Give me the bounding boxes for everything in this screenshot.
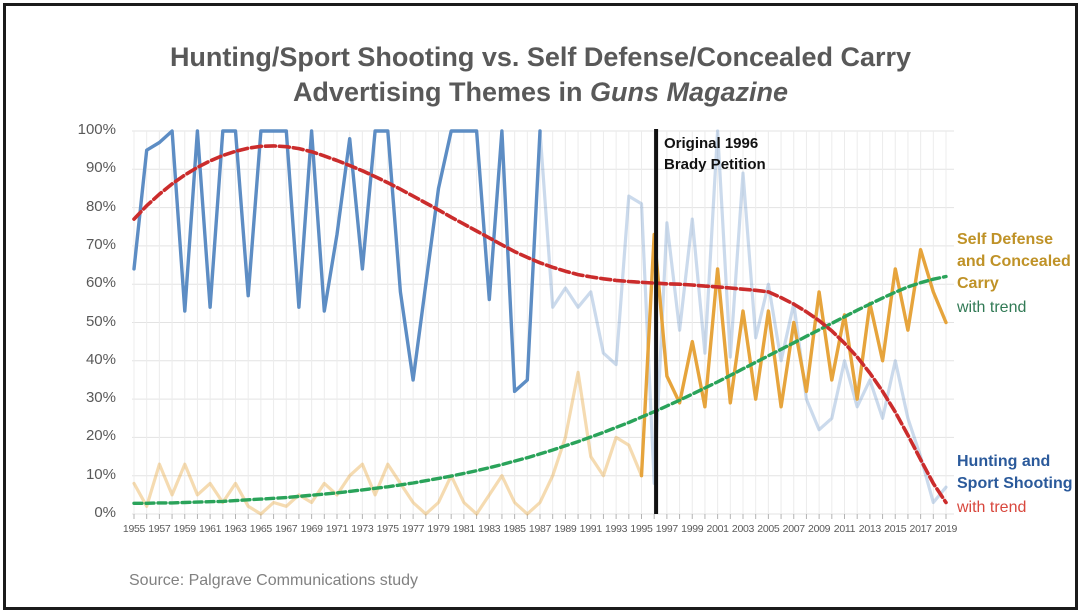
x-axis-tick-label: 1959 bbox=[173, 523, 196, 535]
legend-self-defense-label-1: Self Defense bbox=[957, 231, 1054, 248]
brady-annotation-line-2: Brady Petition bbox=[664, 156, 766, 173]
x-axis-tick-label: 2005 bbox=[757, 523, 780, 535]
legend-hunting-label-1: Hunting and bbox=[957, 453, 1051, 470]
x-axis-tick-label: 2011 bbox=[833, 523, 856, 535]
x-axis-tick-label: 2003 bbox=[731, 523, 755, 535]
x-axis-tick-label: 2013 bbox=[858, 523, 881, 535]
legend-self-defense-label-3: Carry bbox=[957, 275, 999, 292]
legend-self-defense: Self Defense and Concealed Carry with tr… bbox=[957, 229, 1079, 319]
x-axis-tick-label: 1981 bbox=[452, 523, 475, 535]
chart-title-magazine-name: Guns Magazine bbox=[590, 77, 789, 107]
y-axis-tick-label: 20% bbox=[85, 427, 116, 445]
hunting-trend-line bbox=[132, 144, 948, 505]
chart-title-line-1: Hunting/Sport Shooting vs. Self Defense/… bbox=[169, 42, 912, 72]
x-axis-tick-label: 1965 bbox=[249, 523, 272, 535]
x-axis-tick-label: 1985 bbox=[503, 523, 526, 535]
x-axis-tick-label: 1979 bbox=[427, 523, 450, 535]
x-axis-tick-label: 1967 bbox=[275, 523, 298, 535]
y-axis-tick-label: 50% bbox=[85, 312, 116, 330]
x-axis-tick-label: 2019 bbox=[934, 523, 958, 535]
selfdef-trend-line bbox=[132, 274, 948, 505]
brady-annotation-line-1: Original 1996 bbox=[664, 135, 759, 152]
legend-self-defense-trend-label: with trend bbox=[957, 299, 1027, 316]
chart-title-line-2-text: Advertising Themes in bbox=[292, 77, 591, 107]
x-axis-tick-label: 1997 bbox=[655, 523, 678, 535]
y-axis-tick-label: 90% bbox=[85, 159, 116, 177]
x-axis-tick-label: 1995 bbox=[630, 523, 653, 535]
y-axis-tick-label: 10% bbox=[85, 465, 116, 483]
x-axis-tick-label: 1989 bbox=[554, 523, 577, 535]
x-axis-tick-label: 1977 bbox=[402, 523, 425, 535]
hunting-series-line bbox=[132, 129, 542, 394]
y-axis-tick-label: 60% bbox=[85, 274, 116, 292]
y-axis-tick-label: 80% bbox=[85, 197, 116, 215]
x-axis-tick-label: 1969 bbox=[300, 523, 323, 535]
chart-title-line-2: Advertising Themes in Guns Magazine bbox=[0, 75, 1081, 110]
x-axis-tick-label: 2015 bbox=[884, 523, 907, 535]
x-axis-tick-label: 1975 bbox=[376, 523, 399, 535]
x-axis-tick-label: 1991 bbox=[579, 523, 602, 535]
chart-title: Hunting/Sport Shooting vs. Self Defense/… bbox=[0, 40, 1081, 110]
x-axis-tick-label: 1957 bbox=[148, 523, 171, 535]
x-axis-tick-label: 1963 bbox=[224, 523, 247, 535]
selfdef-series-line-faded bbox=[132, 370, 644, 516]
brady-annotation-label: Original 1996 Brady Petition bbox=[664, 133, 766, 175]
x-axis-tick-label: 1955 bbox=[122, 523, 146, 535]
y-axis-tick-label: 70% bbox=[85, 235, 116, 253]
x-axis-tick-label: 2001 bbox=[706, 523, 729, 535]
legend-hunting: Hunting and Sport Shooting with trend bbox=[957, 451, 1079, 519]
hunting-series-line-faded bbox=[538, 129, 948, 505]
x-axis-tick-label: 1971 bbox=[325, 523, 349, 535]
x-axis-tick-label: 1987 bbox=[528, 523, 552, 535]
legend-hunting-trend-label: with trend bbox=[957, 499, 1027, 516]
x-axis-tick-label: 1999 bbox=[681, 523, 704, 535]
x-axis-tick-label: 2007 bbox=[782, 523, 805, 535]
x-axis-tick-label: 1973 bbox=[351, 523, 374, 535]
legend-hunting-label-2: Sport Shooting bbox=[957, 475, 1073, 492]
x-axis-tick-label: 2017 bbox=[909, 523, 932, 535]
legend-self-defense-label-2: and Concealed bbox=[957, 253, 1071, 270]
selfdef-series-line bbox=[639, 232, 948, 478]
x-axis-tick-label: 1961 bbox=[199, 523, 222, 535]
y-axis-tick-label: 0% bbox=[94, 504, 116, 521]
y-axis-tick-label: 40% bbox=[85, 350, 116, 368]
x-axis-tick-label: 2009 bbox=[808, 523, 831, 535]
y-axis-tick-label: 30% bbox=[85, 389, 116, 407]
x-axis-tick-label: 1983 bbox=[478, 523, 501, 535]
x-axis-tick-label: 1993 bbox=[605, 523, 628, 535]
y-axis-tick-label: 100% bbox=[77, 121, 116, 138]
source-note: Source: Palgrave Communications study bbox=[129, 572, 419, 589]
